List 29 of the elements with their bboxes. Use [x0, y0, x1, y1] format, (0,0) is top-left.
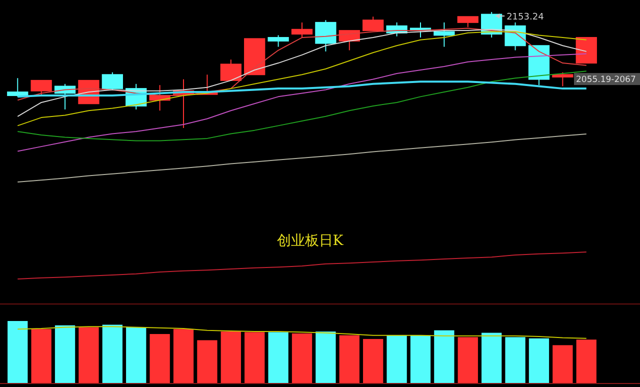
bar [316, 332, 336, 383]
bar [78, 327, 99, 383]
bar [505, 337, 526, 383]
bar [173, 329, 194, 383]
bar [292, 333, 312, 383]
bar [150, 334, 170, 383]
bar [31, 329, 52, 383]
bar [197, 340, 218, 383]
bar [576, 340, 596, 383]
bar [482, 332, 502, 383]
bar [434, 330, 454, 383]
bar [552, 345, 573, 383]
bar [458, 337, 478, 383]
bar [102, 324, 122, 383]
bar [528, 338, 550, 383]
text: 创业板日K [276, 233, 344, 249]
bar [220, 332, 241, 383]
annotation: 2153.24 [506, 12, 544, 22]
bar [339, 335, 360, 383]
bar [244, 332, 265, 383]
bar [8, 321, 28, 383]
bar [386, 335, 407, 383]
annotation: 2055.19-2067 [576, 75, 636, 86]
bar [410, 335, 431, 383]
bar [126, 327, 146, 383]
bar [54, 325, 76, 383]
candlestick [434, 22, 455, 48]
bar [268, 332, 288, 383]
bar [363, 338, 384, 383]
